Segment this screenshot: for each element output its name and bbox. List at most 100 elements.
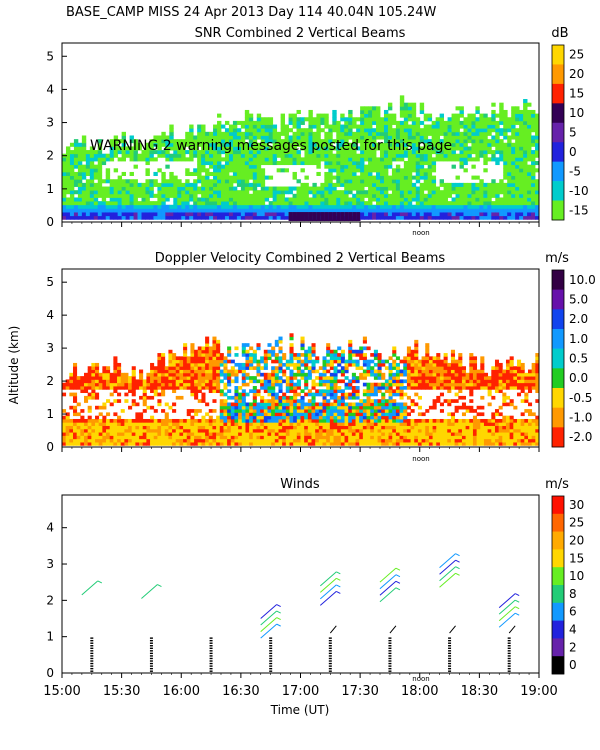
doppler-cell	[69, 435, 74, 440]
snr-cell	[439, 201, 444, 206]
doppler-cell	[216, 432, 221, 436]
snr-cell	[447, 193, 452, 198]
snr-cell	[109, 146, 115, 151]
snr-cell	[217, 190, 222, 195]
snr-cell	[411, 212, 417, 217]
doppler-cell	[362, 353, 367, 357]
snr-cell	[419, 139, 425, 144]
doppler-cell	[190, 369, 195, 374]
snr-cell	[364, 124, 369, 129]
doppler-cell	[117, 418, 122, 423]
snr-cell	[411, 117, 417, 122]
doppler-cell	[205, 369, 210, 374]
snr-cell	[527, 142, 532, 147]
snr-cell	[411, 168, 417, 173]
doppler-cell	[249, 409, 254, 413]
doppler-cell	[102, 428, 107, 433]
snr-cell	[145, 171, 150, 176]
snr-cell	[77, 171, 83, 176]
doppler-cell	[340, 428, 345, 433]
snr-cell	[236, 193, 242, 198]
snr-cell	[471, 120, 476, 125]
doppler-cell	[256, 359, 261, 364]
doppler-cell	[381, 442, 386, 446]
snr-cell	[471, 182, 476, 187]
doppler-cell	[293, 392, 298, 397]
snr-cell	[527, 109, 532, 115]
snr-cell	[387, 193, 393, 198]
snr-cell	[213, 150, 218, 155]
doppler-cell	[344, 428, 349, 433]
doppler-cell	[102, 369, 107, 374]
snr-cell	[415, 124, 421, 129]
snr-cell	[459, 120, 464, 125]
doppler-cell	[172, 362, 177, 367]
doppler-cell	[326, 432, 331, 436]
snr-cell	[89, 190, 95, 195]
doppler-cell	[219, 399, 224, 403]
doppler-cell	[84, 379, 89, 384]
snr-cell	[435, 197, 441, 202]
snr-cell	[364, 120, 369, 125]
snr-cell	[316, 186, 321, 191]
snr-cell	[423, 179, 429, 184]
snr-cell	[527, 175, 532, 180]
doppler-cell	[300, 428, 305, 433]
doppler-cell	[406, 353, 411, 357]
snr-cell	[324, 190, 329, 195]
snr-cell	[157, 204, 162, 209]
doppler-cell	[381, 359, 386, 364]
doppler-cell	[351, 353, 356, 357]
doppler-cell	[183, 346, 188, 351]
snr-cell	[73, 153, 79, 158]
doppler-cell	[311, 402, 316, 407]
snr-cell	[372, 179, 377, 184]
snr-cell	[272, 131, 278, 136]
snr-cell	[141, 186, 146, 191]
snr-cell	[197, 190, 202, 195]
doppler-cell	[370, 372, 375, 377]
doppler-cell	[293, 422, 298, 426]
snr-cell	[62, 175, 67, 180]
snr-cell	[304, 186, 309, 191]
doppler-cell	[197, 362, 202, 367]
doppler-cell	[186, 425, 191, 430]
doppler-cell	[91, 372, 96, 377]
snr-cell	[344, 120, 349, 125]
snr-cell	[527, 150, 532, 155]
snr-cell	[105, 193, 111, 198]
snr-cell	[372, 128, 377, 133]
snr-cell	[284, 168, 289, 173]
doppler-cell	[355, 366, 360, 370]
snr-cell	[431, 150, 437, 155]
snr-cell	[189, 204, 194, 209]
doppler-cell	[164, 369, 169, 374]
snr-cell	[387, 117, 393, 122]
doppler-cell	[153, 392, 158, 397]
doppler-cell	[326, 376, 331, 380]
doppler-cell	[362, 425, 367, 430]
doppler-cell	[124, 418, 129, 423]
snr-cell	[455, 215, 460, 220]
snr-cell	[240, 190, 246, 195]
snr-cell	[491, 208, 496, 213]
doppler-cell	[271, 372, 276, 377]
warning-message: WARNING 2 warning messages posted for th…	[90, 138, 452, 154]
snr-cell	[523, 146, 528, 151]
doppler-cell	[271, 392, 276, 397]
doppler-cell	[80, 409, 85, 413]
snr-cell	[133, 146, 138, 151]
doppler-cell	[241, 418, 246, 423]
doppler-cell	[249, 389, 254, 394]
snr-cell	[232, 175, 238, 180]
doppler-cell	[381, 405, 386, 410]
snr-cell	[336, 153, 341, 158]
doppler-cell	[135, 386, 140, 390]
snr-cell	[296, 128, 301, 133]
snr-cell	[403, 102, 409, 107]
doppler-cell	[300, 418, 305, 423]
snr-cell	[451, 201, 456, 206]
snr-cell	[364, 190, 369, 195]
snr-cell	[352, 201, 357, 206]
